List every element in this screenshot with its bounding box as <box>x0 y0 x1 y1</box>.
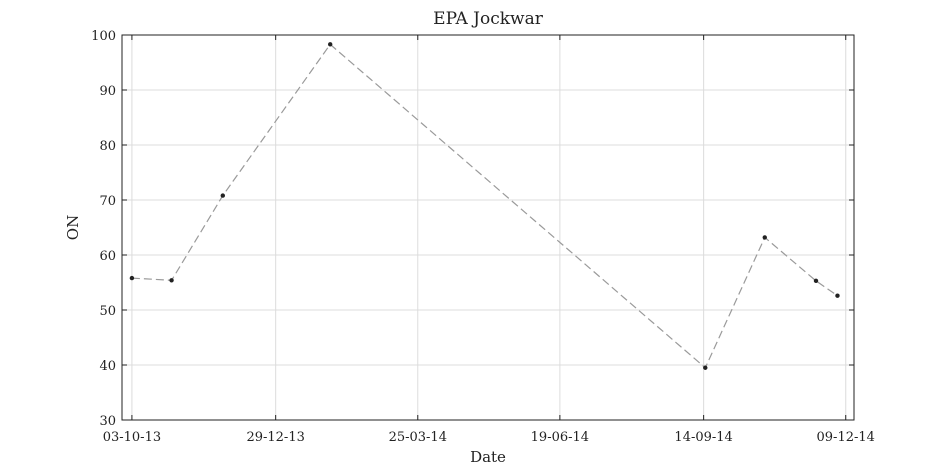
x-tick-label: 19-06-14 <box>531 430 589 445</box>
y-tick-label: 50 <box>99 304 116 319</box>
y-axis-label: ON <box>64 215 82 240</box>
y-tick-label: 100 <box>91 29 116 44</box>
y-tick-label: 90 <box>99 84 116 99</box>
x-tick-label: 25-03-14 <box>389 430 447 445</box>
series-layer <box>129 42 840 370</box>
data-point <box>169 278 174 283</box>
grid-lines <box>122 35 854 420</box>
data-point <box>835 293 840 298</box>
data-point <box>327 42 333 47</box>
data-point <box>762 235 767 240</box>
y-tick-label: 40 <box>99 359 116 374</box>
data-point <box>813 278 819 284</box>
x-tick-label: 29-12-13 <box>246 430 304 445</box>
series-line <box>131 43 838 369</box>
axis-ticks: 30 40 50 60 70 80 90 100 03-10-13 29-12-13 25-03-1… <box>91 29 875 445</box>
data-point <box>220 193 225 198</box>
y-tick-label: 30 <box>99 414 116 429</box>
x-tick-label: 03-10-13 <box>103 430 161 445</box>
data-point <box>129 275 135 281</box>
y-tick-label: 60 <box>99 249 116 264</box>
x-axis-label: Date <box>470 448 506 466</box>
y-tick-label: 70 <box>99 194 116 209</box>
chart-title: EPA Jockwar <box>433 9 544 29</box>
x-tick-label: 09-12-14 <box>817 430 875 445</box>
data-point <box>703 365 708 370</box>
x-tick-label: 14-09-14 <box>674 430 732 445</box>
plot-frame <box>121 34 855 421</box>
y-tick-label: 80 <box>99 139 116 154</box>
